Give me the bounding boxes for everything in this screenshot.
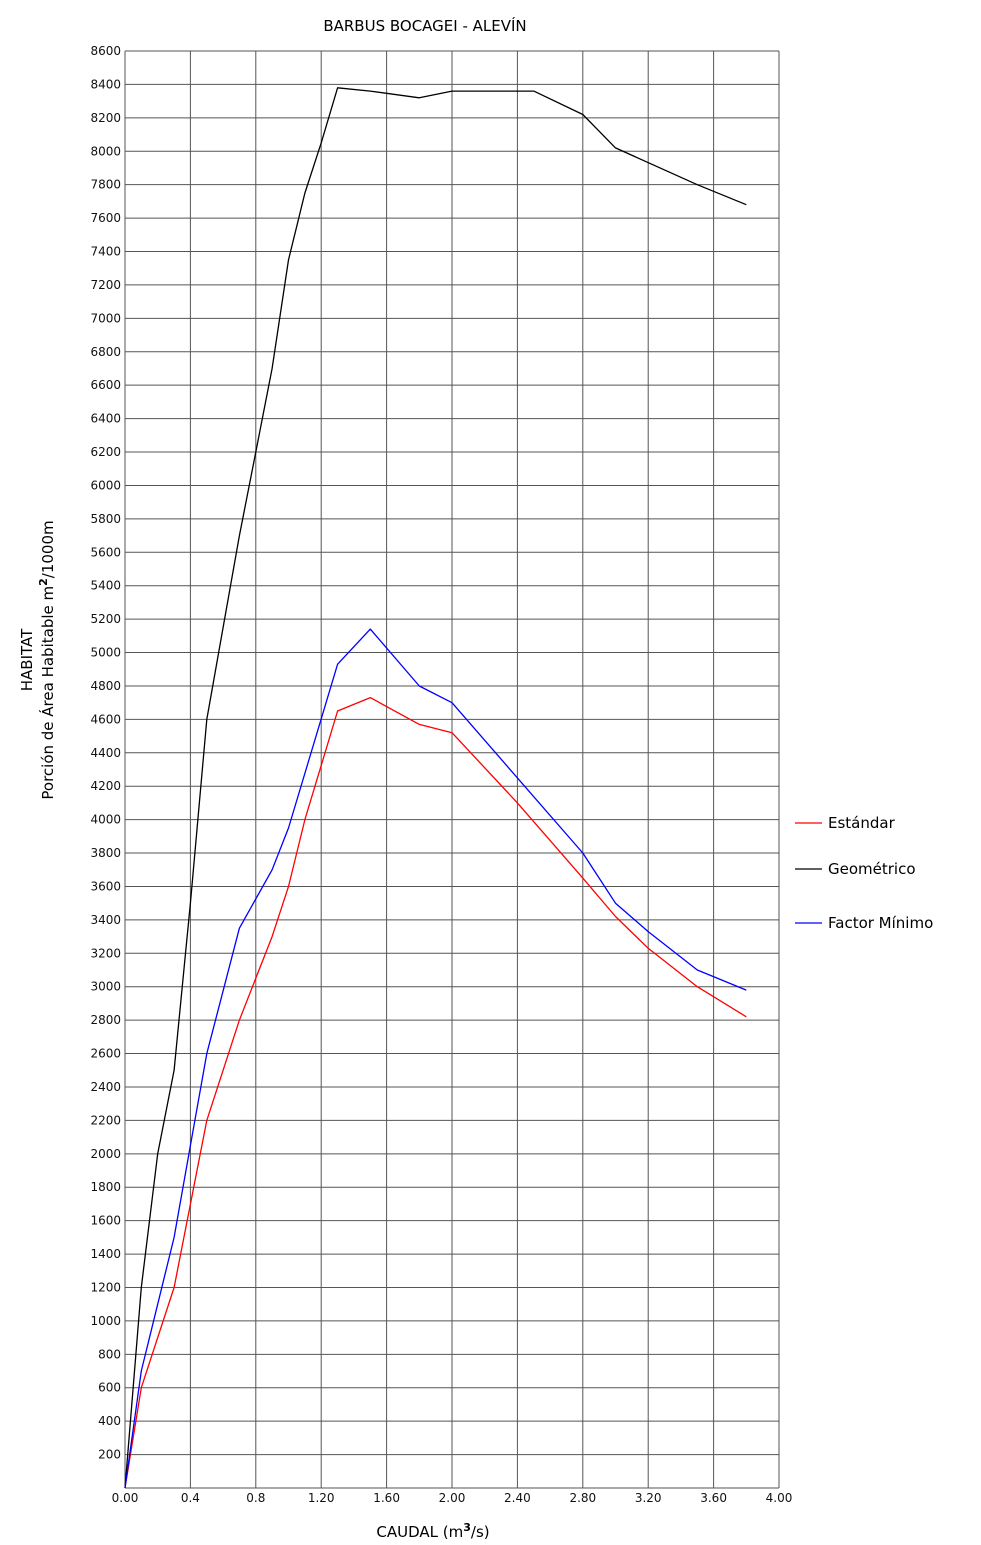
y-tick-label: 6400 [90,412,121,426]
y-axis-label: HABITAT Porción de Área Habitable m2/100… [18,520,57,799]
x-tick-label: 4.00 [766,1491,793,1505]
y-tick-label: 7000 [90,311,121,325]
x-tick-label: 0.8 [246,1491,265,1505]
y-tick-label: 4800 [90,679,121,693]
y-tick-label: 200 [98,1448,121,1462]
y-tick-label: 8200 [90,111,121,125]
y-tick-label: 6000 [90,478,121,492]
y-tick-label: 7600 [90,211,121,225]
y-tick-label: 600 [98,1381,121,1395]
legend-label: Factor Mínimo [828,914,933,932]
x-axis-label-text: CAUDAL (m [376,1523,463,1541]
y-tick-label: 8000 [90,144,121,158]
legend: Estándar Geométrico Factor Mínimo [795,814,933,932]
y-tick-label: 7400 [90,245,121,259]
y-tick-label: 3000 [90,980,121,994]
x-axis-label-unit: /s) [471,1523,490,1541]
y-tick-label: 3400 [90,913,121,927]
series-line-geom-trico [124,87,747,1489]
y-tick-label: 1600 [90,1214,121,1228]
y-tick-label: 4000 [90,813,121,827]
x-axis-label: CAUDAL (m3/s) [376,1521,489,1541]
y-tick-label: 7800 [90,178,121,192]
y-tick-label: 1800 [90,1180,121,1194]
y-tick-label: 6200 [90,445,121,459]
y-axis-label-line2-superscript: 2 [37,578,50,586]
y-tick-label: 2400 [90,1080,121,1094]
y-tick-label: 5600 [90,545,121,559]
y-tick-label: 5400 [90,579,121,593]
y-tick-label: 7200 [90,278,121,292]
y-tick-label: 4400 [90,746,121,760]
series-lines [124,87,747,1489]
x-tick-label: 3.60 [700,1491,727,1505]
x-axis-ticks: 0.00 0.4 0.8 1.20 1.60 2.00 2.40 2.80 3.20 3.60 4.… [112,1491,793,1505]
series-line-factor-m-nimo [124,628,747,1489]
y-axis-ticks: 200 400 600 800 1000 1200 1400 1600 1800 2000 2200… [90,44,121,1462]
x-tick-label: 0.4 [181,1491,200,1505]
y-tick-label: 2800 [90,1013,121,1027]
x-tick-label: 2.80 [569,1491,596,1505]
x-tick-label: 2.00 [439,1491,466,1505]
x-tick-label: 0.00 [112,1491,139,1505]
y-tick-label: 3200 [90,946,121,960]
plot-grid [124,50,780,1489]
y-tick-label: 1400 [90,1247,121,1261]
y-tick-label: 6800 [90,345,121,359]
x-tick-label: 1.20 [308,1491,335,1505]
y-tick-label: 1000 [90,1314,121,1328]
y-tick-label: 5200 [90,612,121,626]
y-axis-label-line2-text: Porción de Área Habitable m [38,586,57,800]
y-tick-label: 5800 [90,512,121,526]
y-axis-label-line2-unit: /1000m [39,520,57,578]
y-tick-label: 2600 [90,1047,121,1061]
y-axis-label-line1: HABITAT [18,628,36,691]
x-tick-label: 1.60 [373,1491,400,1505]
y-tick-label: 2200 [90,1113,121,1127]
legend-label: Geométrico [828,860,916,878]
y-tick-label: 400 [98,1414,121,1428]
y-tick-label: 4200 [90,779,121,793]
x-tick-label: 3.20 [635,1491,662,1505]
y-tick-label: 8600 [90,44,121,58]
x-axis-label-superscript: 3 [463,1521,471,1534]
y-tick-label: 2000 [90,1147,121,1161]
y-tick-label: 800 [98,1347,121,1361]
y-tick-label: 1200 [90,1280,121,1294]
y-tick-label: 5000 [90,646,121,660]
y-tick-label: 3600 [90,879,121,893]
y-tick-label: 8400 [90,77,121,91]
y-tick-label: 6600 [90,378,121,392]
x-tick-label: 2.40 [504,1491,531,1505]
y-tick-label: 3800 [90,846,121,860]
y-axis-label-line2: Porción de Área Habitable m2/1000m [37,520,57,799]
y-tick-label: 4600 [90,712,121,726]
legend-label: Estándar [828,814,896,832]
series-line-est-ndar [124,696,747,1489]
chart-title: BARBUS BOCAGEI - ALEVÍN [323,16,526,35]
